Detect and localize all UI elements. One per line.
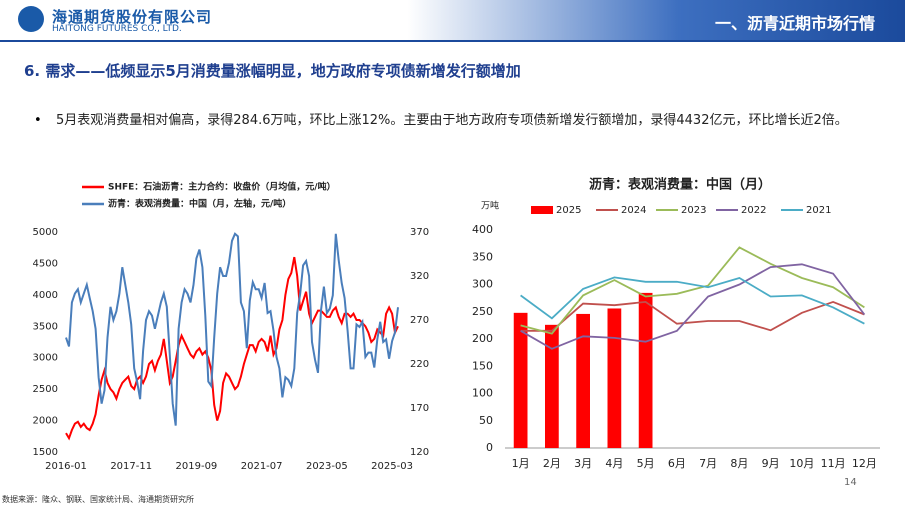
legend-label: 2024 xyxy=(621,205,646,216)
x-tick-label: 6月 xyxy=(668,457,686,470)
y-tick-label: 2000 xyxy=(33,416,58,427)
y-tick-label: 400 xyxy=(472,223,493,236)
bar xyxy=(638,292,653,448)
logo xyxy=(18,6,44,32)
chart-title: 沥青：表观消费量：中国（月） xyxy=(589,177,771,193)
legend-label: 2022 xyxy=(741,205,766,216)
x-tick-label: 11月 xyxy=(821,457,846,470)
x-tick-label: 2023-05 xyxy=(306,461,348,472)
x-tick-label: 7月 xyxy=(699,457,717,470)
y2-tick-label: 320 xyxy=(410,271,429,282)
x-tick-label: 2017-11 xyxy=(110,461,152,472)
bar xyxy=(513,312,528,448)
y-tick-label: 100 xyxy=(472,387,493,400)
bullet-text: 5月表观消费量相对偏高，录得284.6万吨，环比上涨12%。主要由于地方政府专项… xyxy=(56,113,848,128)
bullet-dot: • xyxy=(34,113,42,128)
series-line xyxy=(65,256,399,441)
heading: 6. 需求——低频显示5月消费量涨幅明显，地方政府专项债新增发行额增加 xyxy=(24,62,521,80)
x-tick-label: 2019-09 xyxy=(176,461,218,472)
series-line xyxy=(520,263,866,350)
y2-tick-label: 120 xyxy=(410,447,429,458)
legend-swatch xyxy=(531,206,553,214)
y-tick-label: 50 xyxy=(479,414,493,427)
legend-label: SHFE：石油沥青：主力合约：收盘价（月均值，元/吨） xyxy=(108,181,336,193)
y-tick-label: 1500 xyxy=(33,447,58,458)
series-line xyxy=(520,300,865,332)
legend-label: 2021 xyxy=(806,205,831,216)
bar xyxy=(576,313,590,448)
header-bar xyxy=(0,0,905,40)
y-tick-label: 150 xyxy=(472,359,493,372)
header-rule xyxy=(0,40,905,42)
company-name-en: HAITONG FUTURES CO., LTD. xyxy=(52,24,182,34)
x-tick-label: 8月 xyxy=(730,457,748,470)
y-tick-label: 300 xyxy=(472,278,493,291)
y-tick-label: 350 xyxy=(472,250,493,263)
y-tick-label: 2500 xyxy=(33,384,58,395)
y-tick-label: 200 xyxy=(472,332,493,345)
x-tick-label: 3月 xyxy=(574,457,592,470)
bar xyxy=(545,324,559,448)
series-line xyxy=(65,232,399,426)
y-tick-label: 3000 xyxy=(33,353,58,364)
legend-label: 2023 xyxy=(681,205,706,216)
company-name: 海通期货股份有限公司 xyxy=(52,8,213,26)
charts: 1500200025003000350040004500500012017022… xyxy=(33,177,880,472)
y2-tick-label: 220 xyxy=(410,359,429,370)
y-axis-label: 万吨 xyxy=(481,200,499,212)
y-tick-label: 250 xyxy=(472,305,493,318)
x-tick-label: 4月 xyxy=(605,457,623,470)
y2-tick-label: 170 xyxy=(410,403,429,414)
section-title: 一、沥青近期市场行情 xyxy=(714,14,875,33)
y-tick-label: 4000 xyxy=(33,290,58,301)
x-tick-label: 1月 xyxy=(512,457,530,470)
y-tick-label: 0 xyxy=(486,441,493,454)
x-tick-label: 2025-03 xyxy=(371,461,413,472)
y-tick-label: 3500 xyxy=(33,321,58,332)
series-line xyxy=(520,276,865,325)
x-tick-label: 2月 xyxy=(543,457,561,470)
y2-tick-label: 370 xyxy=(410,227,429,238)
bar xyxy=(607,308,622,448)
series-line xyxy=(520,246,865,335)
x-tick-label: 2016-01 xyxy=(45,461,87,472)
y-tick-label: 5000 xyxy=(33,227,58,238)
page-number: 14 xyxy=(844,477,857,488)
x-tick-label: 2021-07 xyxy=(241,461,283,472)
y-tick-label: 4500 xyxy=(33,258,58,269)
legend-label: 沥青：表观消费量：中国（月，左轴，元/吨） xyxy=(108,198,291,210)
x-tick-label: 9月 xyxy=(762,457,780,470)
legend-label: 2025 xyxy=(556,205,581,216)
source: 数据来源：隆众、钢联、国家统计局、海通期货研究所 xyxy=(2,495,194,504)
x-tick-label: 5月 xyxy=(637,457,655,470)
x-tick-label: 10月 xyxy=(789,457,814,470)
x-tick-label: 12月 xyxy=(852,457,877,470)
y2-tick-label: 270 xyxy=(410,315,429,326)
